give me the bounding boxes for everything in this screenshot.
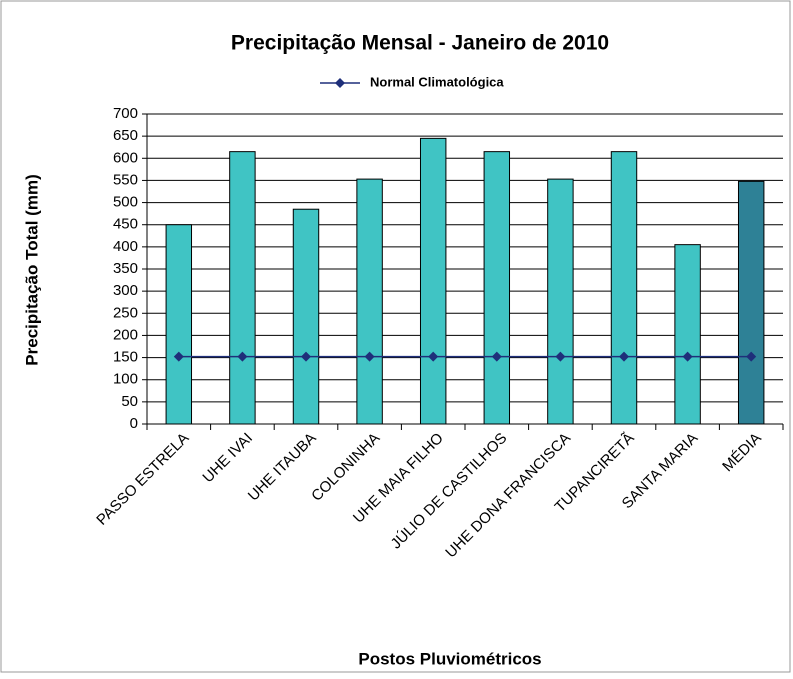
y-tick-label: 450 xyxy=(113,216,138,233)
x-axis-label: Postos Pluviométricos xyxy=(358,649,541,668)
line-marker xyxy=(746,351,757,362)
legend-label: Normal Climatológica xyxy=(370,74,504,89)
legend-marker xyxy=(335,78,345,88)
y-tick-label: 50 xyxy=(121,393,138,410)
line-marker xyxy=(555,351,566,362)
line-marker xyxy=(364,351,375,362)
y-tick-label: 100 xyxy=(113,371,138,388)
y-tick-label: 700 xyxy=(113,105,138,122)
line-marker xyxy=(237,351,248,362)
y-tick-label: 250 xyxy=(113,304,138,321)
line-marker xyxy=(491,351,502,362)
chart-title: Precipitação Mensal - Janeiro de 2010 xyxy=(231,32,609,55)
bar xyxy=(356,178,383,425)
y-tick-label: 0 xyxy=(130,415,138,432)
line-marker xyxy=(173,351,184,362)
y-tick-label: 200 xyxy=(113,326,138,343)
y-tick-label: 150 xyxy=(113,349,138,366)
y-tick-label: 550 xyxy=(113,171,138,188)
y-axis-label: Precipitação Total (mm) xyxy=(22,174,41,365)
y-tick-label: 500 xyxy=(113,194,138,211)
y-tick-label: 600 xyxy=(113,149,138,166)
bar xyxy=(610,151,638,425)
y-tick-label: 350 xyxy=(113,260,138,277)
line-marker xyxy=(428,351,439,362)
y-tick-label: 400 xyxy=(113,238,138,255)
bar xyxy=(674,244,701,425)
bar xyxy=(547,178,574,425)
bar xyxy=(292,208,320,425)
line-marker xyxy=(682,351,693,362)
line-marker xyxy=(619,351,629,362)
y-tick-label: 650 xyxy=(113,127,138,144)
bar xyxy=(229,151,256,425)
bar xyxy=(483,151,511,425)
bar xyxy=(737,180,765,425)
bar xyxy=(419,137,447,425)
bar xyxy=(165,224,193,425)
line-marker xyxy=(301,351,311,362)
y-tick-label: 300 xyxy=(113,282,138,299)
